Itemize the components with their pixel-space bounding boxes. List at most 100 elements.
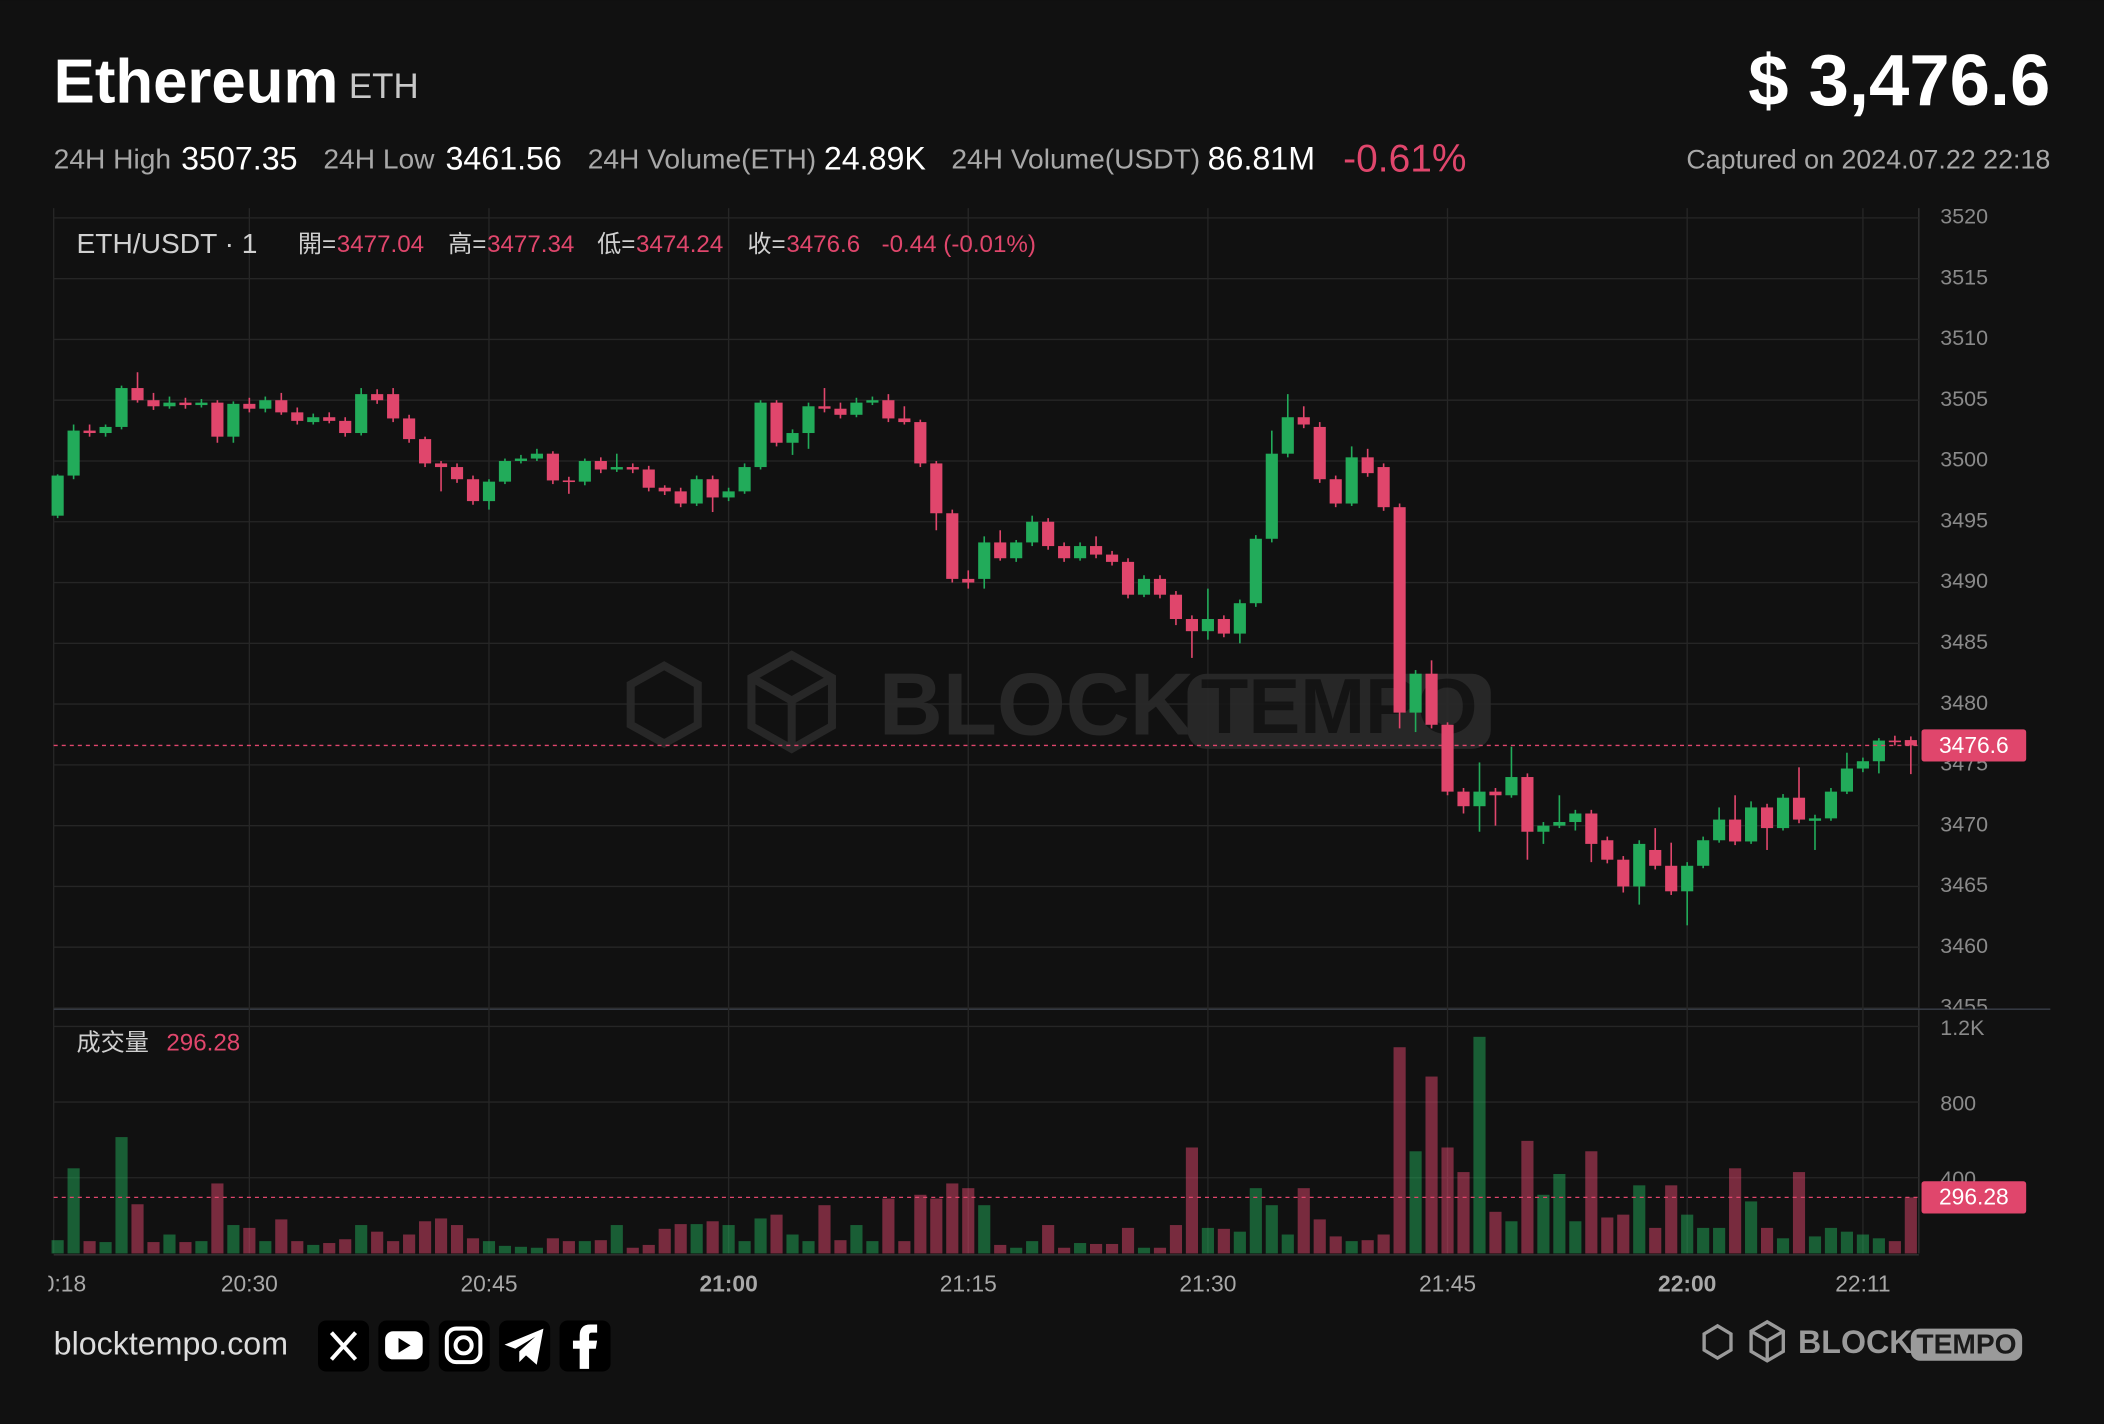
volume-bar bbox=[1089, 1243, 1103, 1254]
volume-bar bbox=[99, 1242, 112, 1254]
volume-bar bbox=[1026, 1241, 1039, 1254]
candle-body bbox=[1457, 791, 1470, 807]
y-tick-label: 3480 bbox=[1940, 691, 1988, 715]
candle-body bbox=[1361, 457, 1374, 474]
candle-body bbox=[163, 402, 176, 407]
volume-bar bbox=[802, 1241, 815, 1254]
pair: ETH/USDT · 1 bbox=[76, 227, 257, 259]
y-tick-label: 3510 bbox=[1940, 326, 1988, 350]
candle-body bbox=[1169, 594, 1183, 620]
volume-bar bbox=[115, 1137, 128, 1254]
volume-bar bbox=[259, 1241, 272, 1254]
volume-bar bbox=[1569, 1221, 1582, 1254]
volume-bar bbox=[211, 1183, 224, 1254]
y-tick-label: 3465 bbox=[1940, 873, 1988, 897]
candle-body bbox=[514, 458, 528, 461]
candle-body bbox=[1329, 479, 1342, 504]
candle-body bbox=[1729, 819, 1742, 842]
volume-bar bbox=[1377, 1234, 1390, 1254]
y-tick-label: 3495 bbox=[1940, 508, 1988, 532]
watermark-text: BLOCK bbox=[879, 655, 1194, 754]
candle-body bbox=[1489, 791, 1502, 796]
volume-bar bbox=[722, 1225, 735, 1254]
candle-body bbox=[1776, 797, 1790, 829]
volume-bar bbox=[339, 1239, 352, 1254]
candle-body bbox=[978, 542, 991, 579]
candle-body bbox=[243, 403, 256, 409]
candle-body bbox=[1633, 843, 1646, 887]
volume-bar bbox=[818, 1205, 831, 1254]
icon-glyph bbox=[453, 1335, 474, 1356]
candle-body bbox=[610, 467, 623, 470]
volume-bar bbox=[706, 1221, 719, 1254]
volume-bar bbox=[738, 1241, 751, 1254]
x-tick-label: 21:30 bbox=[1179, 1271, 1236, 1297]
candle-body bbox=[850, 402, 863, 415]
volume-bar bbox=[1393, 1047, 1406, 1254]
volume-bar bbox=[866, 1241, 879, 1254]
ohlc-key: 低= bbox=[597, 231, 635, 258]
volume-bar bbox=[1473, 1036, 1486, 1254]
candle-body bbox=[1313, 426, 1326, 480]
change-24h: -0.61% bbox=[1343, 137, 1466, 180]
candle-body bbox=[450, 467, 464, 480]
candle-body bbox=[67, 430, 80, 476]
volume-bar bbox=[1840, 1231, 1854, 1254]
volume-bar bbox=[1281, 1234, 1294, 1254]
candle-body bbox=[1840, 768, 1854, 792]
icon-telegram[interactable] bbox=[499, 1320, 551, 1372]
candle-body bbox=[1681, 865, 1694, 892]
candle-body bbox=[291, 412, 304, 421]
candle-body bbox=[1297, 417, 1310, 425]
candle-body bbox=[1089, 546, 1103, 555]
candle-body bbox=[482, 481, 496, 502]
candle-body bbox=[419, 439, 432, 464]
candle-body bbox=[1393, 507, 1406, 713]
volume-bar bbox=[83, 1241, 96, 1254]
candle-body bbox=[1649, 849, 1662, 866]
candle-body bbox=[498, 460, 512, 482]
candle-body bbox=[387, 394, 400, 419]
candle-body bbox=[866, 400, 879, 403]
volume-bar bbox=[67, 1168, 80, 1254]
candle-body bbox=[275, 400, 288, 413]
volume-bar bbox=[1776, 1238, 1790, 1254]
candle-body bbox=[195, 402, 208, 406]
y-tick-label: 3455 bbox=[1940, 995, 1988, 1019]
volume-bar bbox=[1697, 1227, 1710, 1254]
candle-body bbox=[930, 463, 943, 514]
volume-bar bbox=[1441, 1147, 1454, 1254]
change: -0.44 (-0.01%) bbox=[882, 231, 1036, 258]
volume-bar bbox=[1856, 1234, 1869, 1254]
candle-body bbox=[994, 542, 1007, 559]
volume-bar bbox=[1329, 1236, 1342, 1254]
stat-label: 24H Low bbox=[323, 143, 435, 175]
marks bbox=[51, 372, 1919, 1254]
volume-tag bbox=[1921, 1181, 2027, 1214]
candle-body bbox=[115, 388, 128, 427]
volume-bar bbox=[387, 1241, 400, 1254]
volume-bar bbox=[1904, 1197, 1917, 1254]
candle-body bbox=[578, 460, 591, 482]
stat-label: 24H Volume(ETH) bbox=[588, 143, 816, 175]
volume-bar bbox=[1537, 1194, 1550, 1254]
volume-value: 296.28 bbox=[166, 1029, 240, 1056]
x-tick-label: 20:18 bbox=[29, 1271, 86, 1297]
volume-bar bbox=[514, 1246, 528, 1254]
candle-body bbox=[355, 394, 368, 434]
stat-label: 24H Volume(USDT) bbox=[951, 143, 1200, 175]
candle-body bbox=[786, 433, 799, 443]
candle-body bbox=[1473, 791, 1486, 807]
price-axis: 3455346034653470347534803485349034953500… bbox=[1940, 208, 1988, 1019]
volume-bar bbox=[291, 1241, 304, 1254]
stat-value: 86.81M bbox=[1208, 141, 1315, 177]
volume-bar bbox=[1361, 1240, 1374, 1254]
volume-bar bbox=[51, 1240, 64, 1254]
ohlc-value: 3477.04 bbox=[337, 231, 424, 258]
candle-body bbox=[1137, 578, 1151, 595]
volume-bar bbox=[562, 1241, 575, 1254]
candle-body bbox=[1201, 619, 1214, 632]
candle-body bbox=[1074, 546, 1087, 559]
candle-body bbox=[802, 406, 815, 434]
volume-bar bbox=[994, 1244, 1007, 1254]
